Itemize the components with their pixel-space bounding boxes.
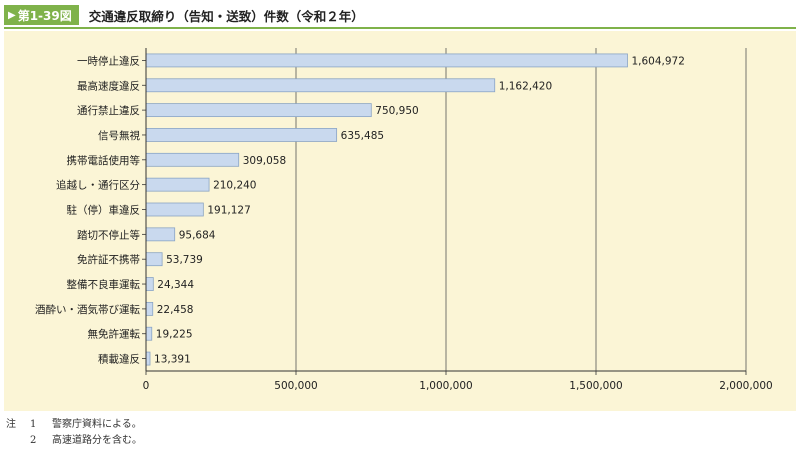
x-tick-label: 500,000	[274, 380, 317, 392]
note-head	[6, 433, 30, 449]
value-label: 24,344	[157, 279, 194, 291]
value-label: 1,162,420	[499, 80, 552, 92]
note-text: 警察庁資料による。	[52, 419, 142, 430]
value-label: 19,225	[156, 329, 193, 341]
bar	[145, 277, 154, 291]
bar	[145, 53, 628, 68]
category-label: 信号無視	[98, 129, 140, 142]
category-label: 一時停止違反	[77, 54, 140, 67]
title-underline	[4, 27, 796, 29]
value-label: 22,458	[157, 304, 194, 316]
value-label: 191,127	[207, 205, 250, 217]
bar	[145, 351, 151, 366]
x-tick-label: 1,500,000	[569, 380, 622, 392]
category-label: 積載違反	[98, 353, 140, 366]
value-label: 53,739	[166, 254, 203, 266]
category-label: 酒酔い・酒気帯び運転	[35, 303, 140, 316]
figure-header: ▶ 第1-39図 交通違反取締り（告知・送致）件数（令和２年）	[4, 4, 796, 26]
figure-label-badge: ▶ 第1-39図	[4, 5, 79, 25]
value-label: 95,684	[179, 229, 216, 241]
triangle-icon: ▶	[8, 9, 16, 21]
bar-chart: 一時停止違反 1,604,972 最高速度違反 1,162,420 通行禁止違反 750,…	[35, 48, 773, 392]
bar	[145, 202, 204, 217]
category-label: 追越し・通行区分	[56, 179, 140, 192]
note-text: 高速道路分を含む。	[52, 435, 142, 446]
note-row-2: 2 高速道路分を含む。	[6, 433, 142, 449]
x-tick-label: 2,000,000	[719, 380, 772, 392]
bar	[145, 301, 154, 316]
value-label: 635,485	[341, 130, 384, 142]
value-label: 210,240	[213, 180, 256, 192]
category-label: 最高速度違反	[77, 79, 140, 92]
note-row-1: 注 1 警察庁資料による。	[6, 417, 142, 433]
category-label: 踏切不停止等	[77, 228, 140, 241]
category-label: 駐（停）車違反	[67, 204, 141, 217]
value-label: 309,058	[243, 155, 286, 167]
bar	[145, 252, 163, 267]
chart-panel: 一時停止違反 1,604,972 最高速度違反 1,162,420 通行禁止違反 750,…	[4, 31, 796, 411]
bar	[145, 78, 496, 93]
bar	[145, 326, 153, 341]
category-label: 携帯電話使用等	[67, 154, 141, 167]
value-label: 13,391	[154, 354, 191, 366]
figure-label: 第1-39図	[17, 8, 72, 23]
x-tick-label: 0	[143, 380, 150, 392]
notes: 注 1 警察庁資料による。 2 高速道路分を含む。	[6, 417, 142, 449]
category-label: 通行禁止違反	[77, 104, 140, 117]
category-label: 無免許運転	[88, 328, 141, 341]
x-tick-label: 1,000,000	[419, 380, 472, 392]
note-number: 2	[30, 435, 37, 446]
note-number: 1	[30, 419, 37, 430]
category-label: 免許証不携帯	[77, 253, 140, 266]
bar	[145, 152, 240, 167]
chart-title: 交通違反取締り（告知・送致）件数（令和２年）	[88, 8, 364, 24]
value-label: 1,604,972	[631, 55, 684, 67]
bar	[145, 227, 176, 242]
bar	[145, 177, 210, 192]
note-head: 注	[6, 419, 16, 430]
bar	[145, 103, 372, 118]
category-label: 整備不良車運転	[67, 278, 141, 291]
value-label: 750,950	[375, 105, 418, 117]
bar	[145, 128, 338, 142]
